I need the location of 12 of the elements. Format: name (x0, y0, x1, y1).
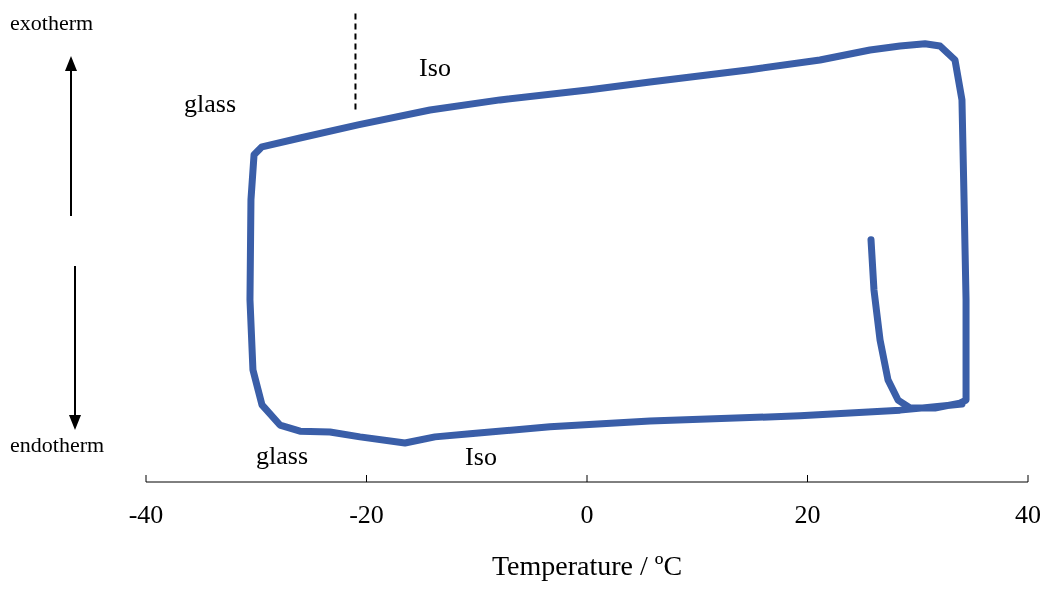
annotation: Iso (419, 53, 451, 82)
text: endotherm (10, 432, 105, 457)
x-tick-label: -20 (349, 500, 384, 530)
x-tick-label: 40 (1015, 500, 1041, 530)
x-axis-title: Temperature / ºC (490, 550, 684, 582)
text: exotherm (10, 10, 94, 35)
x-tick-label: 20 (794, 500, 821, 530)
annotation: Iso (465, 442, 497, 471)
x-tick-label: -40 (128, 500, 164, 530)
annotation: glass (184, 89, 236, 118)
x-tick-label: 0 (580, 500, 594, 530)
annotation: glass (256, 441, 308, 470)
